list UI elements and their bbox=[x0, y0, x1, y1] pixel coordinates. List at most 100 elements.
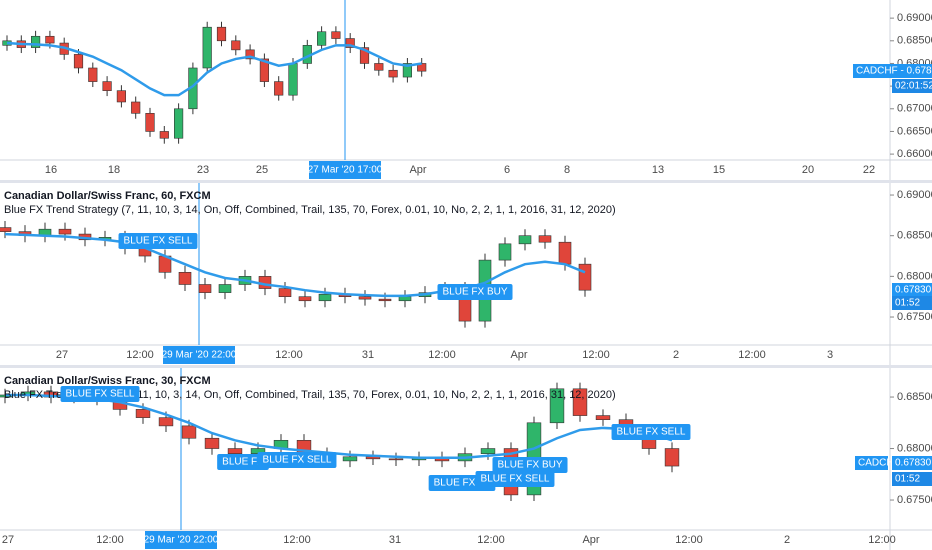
x-tick-label: 6 bbox=[504, 164, 510, 176]
x-tick-label: 12:00 bbox=[477, 534, 505, 546]
x-tick-label: 12:00 bbox=[96, 534, 124, 546]
x-tick-label: 20 bbox=[802, 164, 814, 176]
price-label-box bbox=[855, 456, 888, 470]
y-tick-label: 0.69000 bbox=[897, 189, 932, 201]
price-label: CADCHF bbox=[858, 458, 900, 469]
signal-label: BLUE FX BUY bbox=[497, 460, 562, 471]
price-label: 01:52 bbox=[895, 474, 920, 485]
candle-body bbox=[402, 63, 412, 78]
candle-body bbox=[202, 26, 212, 69]
crosshair-label: 27 Mar '20 17:00 bbox=[308, 165, 383, 176]
candle-body bbox=[378, 298, 392, 302]
candle-body bbox=[331, 31, 341, 39]
x-tick-label: 12:00 bbox=[428, 349, 456, 361]
crosshair-box bbox=[309, 161, 381, 179]
x-tick-label: 15 bbox=[713, 164, 725, 176]
pane-subtitle: Blue FX Trend Strategy (7, 11, 10, 3, 14… bbox=[4, 204, 616, 216]
candle-body bbox=[388, 458, 404, 461]
x-tick-label: 31 bbox=[389, 534, 401, 546]
x-tick-label: 12:00 bbox=[868, 534, 896, 546]
signal-box bbox=[492, 457, 568, 473]
x-tick-label: 31 bbox=[362, 349, 374, 361]
candle-body bbox=[317, 31, 327, 46]
candle-body bbox=[259, 58, 269, 82]
x-tick-label: 22 bbox=[863, 164, 875, 176]
candle-body bbox=[549, 388, 565, 424]
candle-body bbox=[274, 81, 284, 96]
candle-body bbox=[388, 69, 398, 78]
crosshair-box bbox=[145, 531, 217, 549]
x-tick-label: Apr bbox=[582, 534, 599, 546]
candle-body bbox=[538, 235, 552, 243]
x-tick-label: 12:00 bbox=[126, 349, 154, 361]
candle-body bbox=[45, 35, 55, 44]
candle-body bbox=[359, 47, 370, 64]
x-tick-label: 13 bbox=[652, 164, 664, 176]
candle-body bbox=[231, 40, 241, 51]
candle-body bbox=[145, 113, 155, 132]
candle-body bbox=[518, 235, 532, 245]
x-tick-label: 12:00 bbox=[283, 534, 311, 546]
signal-label: BLUE FX SELL bbox=[66, 389, 135, 400]
x-tick-label: 12:00 bbox=[675, 534, 703, 546]
candle-body bbox=[278, 288, 292, 297]
pane-title: Canadian Dollar/Swiss Franc, 30, FXCM bbox=[4, 375, 211, 387]
price-label: 0.67830 bbox=[895, 285, 932, 296]
candle-body bbox=[174, 108, 184, 139]
candle-body bbox=[345, 38, 355, 48]
x-tick-label: 23 bbox=[197, 164, 209, 176]
pane-separator bbox=[0, 365, 932, 368]
signal-label: BLUE FX bbox=[222, 457, 264, 468]
signal-box bbox=[118, 233, 198, 249]
x-tick-label: Apr bbox=[510, 349, 527, 361]
candle-body bbox=[116, 90, 126, 103]
candle-body bbox=[198, 284, 212, 293]
y-tick-label: 0.69000 bbox=[897, 12, 932, 24]
candle-body bbox=[558, 241, 572, 265]
candle-body bbox=[480, 448, 496, 454]
candle-body bbox=[374, 63, 384, 71]
candle-body bbox=[498, 243, 512, 261]
candle-body bbox=[158, 417, 174, 427]
x-tick-label: 8 bbox=[564, 164, 570, 176]
x-tick-label: 12:00 bbox=[275, 349, 303, 361]
pane-separator bbox=[0, 180, 932, 183]
x-tick-label: 2 bbox=[784, 534, 790, 546]
signal-label: BLUE FX SELL bbox=[481, 474, 550, 485]
price-label-box bbox=[853, 64, 932, 78]
signal-box bbox=[611, 424, 691, 440]
price-label: 01:52 bbox=[895, 298, 920, 309]
candle-body bbox=[318, 293, 332, 302]
candle-body bbox=[58, 228, 72, 235]
crosshair-label: 29 Mar '20 22:00 bbox=[162, 350, 237, 361]
signal-label: BLUE FX SELL bbox=[617, 427, 686, 438]
candle-body bbox=[578, 263, 592, 291]
candle-body bbox=[664, 448, 680, 467]
signal-box bbox=[60, 386, 140, 402]
candle-body bbox=[102, 81, 112, 91]
candle-body bbox=[572, 388, 588, 416]
candle-body bbox=[178, 271, 192, 285]
signal-label: BLUE FX SELL bbox=[263, 455, 332, 466]
x-tick-label: 25 bbox=[256, 164, 268, 176]
candle-body bbox=[131, 101, 141, 114]
pane-title: Canadian Dollar/Swiss Franc, 60, FXCM bbox=[4, 190, 211, 202]
price-label: 02:01:52 bbox=[895, 81, 932, 92]
crosshair-box bbox=[163, 346, 235, 364]
x-tick-label: 3 bbox=[827, 349, 833, 361]
candle-body bbox=[342, 456, 358, 462]
x-tick-label: 16 bbox=[45, 164, 57, 176]
price-label-box bbox=[892, 296, 932, 310]
x-tick-label: 27 bbox=[56, 349, 68, 361]
x-tick-label: 12:00 bbox=[582, 349, 610, 361]
candle-body bbox=[31, 35, 41, 48]
candle-body bbox=[135, 409, 151, 418]
